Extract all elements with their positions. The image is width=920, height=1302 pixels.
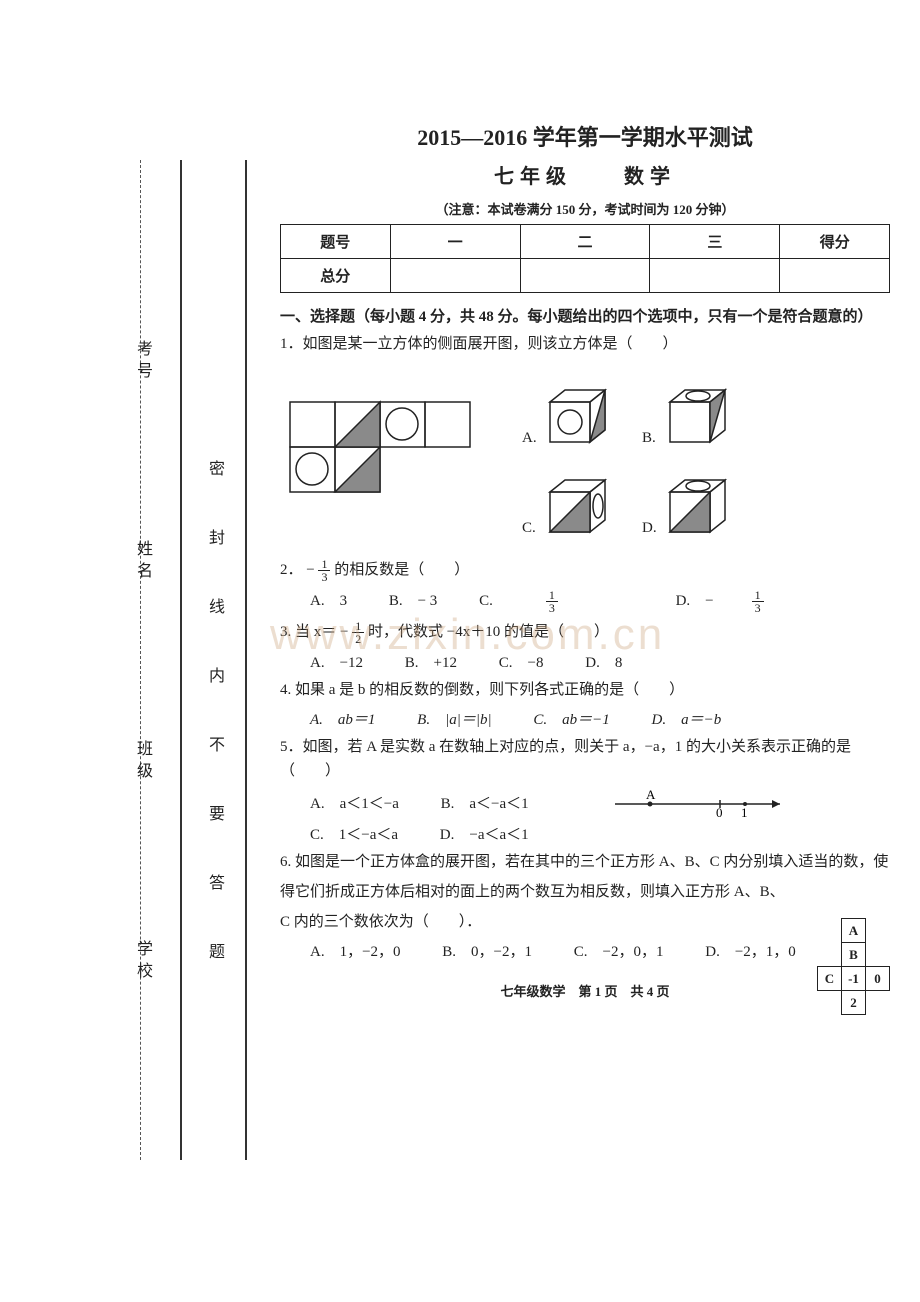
q6-l1: 6. 如图是一个正方体盒的展开图，若在其中的三个正方形 A、B、C 内分别填入适…: [280, 850, 890, 874]
label-school: 学校: [130, 940, 154, 984]
q2-d: D. −13: [676, 589, 840, 614]
q4-opts: A. ab＝1 B. |a|＝|b| C. ab＝−1 D. a＝−b: [310, 708, 890, 729]
q5-a: A. a＜1＜−a: [310, 792, 399, 813]
q2: 2． − 13 的相反数是（ ）: [280, 558, 890, 583]
q4-b: B. |a|＝|b|: [417, 708, 491, 729]
svg-text:1: 1: [741, 805, 748, 819]
q2-b: B. − 3: [389, 589, 437, 610]
q1-opt-a-label: A.: [522, 430, 537, 447]
score-c1: [390, 259, 520, 293]
q2-c: C. 13: [479, 589, 634, 614]
q1-cube-d: [660, 472, 740, 542]
q2-sign: −: [306, 562, 314, 578]
q1-opt-c-label: C.: [522, 520, 536, 537]
q5-d: D. −a＜a＜1: [440, 823, 529, 844]
q1-cube-c: [540, 472, 620, 542]
score-c3: [650, 259, 780, 293]
q3-b: B. +12: [405, 651, 457, 672]
score-table: 题号 一 二 三 得分 总分: [280, 224, 890, 293]
page-footer: 七年级数学 第 1 页 共 4 页: [280, 981, 890, 1000]
q6-cell-2: 2: [842, 991, 866, 1015]
q4-a: A. ab＝1: [310, 708, 375, 729]
q6-a: A. 1，−2，0: [310, 940, 401, 961]
seal-text: 密 封 线 内 不 要 答 题: [202, 460, 226, 977]
q5-row1: A. a＜1＜−a B. a＜−a＜1 A 0 1: [310, 789, 890, 819]
q5-c: C. 1＜−a＜a: [310, 823, 398, 844]
q1-net: [280, 362, 490, 542]
q3-frac: 12: [352, 620, 364, 645]
q6-cell-b: B: [842, 943, 866, 967]
q2-opts: A. 3 B. − 3 C. 13 D. −13: [310, 589, 890, 614]
q6-d: D. −2，1，0: [705, 940, 796, 961]
svg-text:0: 0: [716, 805, 723, 819]
q5-numberline: A 0 1: [610, 789, 790, 819]
score-c4: [780, 259, 890, 293]
label-name: 姓名: [130, 540, 154, 584]
q3: 3. 当 x＝ − 12 时，代数式 −4x＋10 的值是（ ）: [280, 620, 890, 645]
q6-opts: A. 1，−2，0 B. 0，−2，1 C. −2，0，1 D. −2，1，0: [310, 940, 890, 961]
q3-c: C. −8: [499, 651, 544, 672]
section1-head: 一、选择题（每小题 4 分，共 48 分。每小题给出的四个选项中，只有一个是符合…: [280, 305, 890, 326]
score-c2: [520, 259, 650, 293]
q6-b: B. 0，−2，1: [442, 940, 532, 961]
q6-cell-c: C: [818, 967, 842, 991]
q4-text: 4. 如果 a 是 b 的相反数的倒数，则下列各式正确的是（ ）: [280, 678, 890, 702]
q6-cell-0: 0: [866, 967, 890, 991]
q4-d: D. a＝−b: [651, 708, 721, 729]
svg-text:A: A: [646, 789, 656, 802]
score-h1: 一: [390, 225, 520, 259]
q1-text: 1．如图是某一立方体的侧面展开图，则该立方体是（ ）: [280, 332, 890, 356]
q3-a: A. −12: [310, 651, 363, 672]
score-h0: 题号: [281, 225, 391, 259]
q3-opts: A. −12 B. +12 C. −8 D. 8: [310, 651, 890, 672]
page-subtitle: 七年级 数学: [280, 160, 890, 189]
q1-cube-a: [540, 382, 620, 452]
margin-line-2: [245, 160, 247, 1160]
q6-c: C. −2，0，1: [574, 940, 664, 961]
q1-figures: A. B.: [280, 362, 890, 552]
binding-margin: 学校 班级 姓名 考号 密 封 线 内 不 要 答 题: [110, 100, 220, 1200]
page-title: 2015—2016 学年第一学期水平测试: [280, 120, 890, 152]
q5-text: 5．如图，若 A 是实数 a 在数轴上对应的点，则关于 a，−a，1 的大小关系…: [280, 735, 890, 783]
label-examno: 考号: [130, 340, 154, 384]
label-class: 班级: [130, 740, 154, 784]
margin-dashed: [140, 160, 141, 1160]
q6-net-grid: A B C-10 2: [817, 918, 890, 1015]
q1-opt-d-label: D.: [642, 520, 657, 537]
q1-opt-b-label: B.: [642, 430, 656, 447]
content-area: 2015—2016 学年第一学期水平测试 七年级 数学 （注意：本试卷满分 15…: [280, 100, 890, 1000]
margin-line-1: [180, 160, 182, 1160]
q4-c: C. ab＝−1: [533, 708, 609, 729]
q3-sign: −: [340, 624, 348, 640]
score-h2: 二: [520, 225, 650, 259]
q6-l3: C 内的三个数依次为（ ）．: [280, 910, 890, 934]
q3-d: D. 8: [585, 651, 622, 672]
q2-a: A. 3: [310, 589, 347, 610]
q2-suf: 的相反数是（ ）: [334, 562, 469, 578]
q6-cell-a: A: [842, 919, 866, 943]
q2-pre: 2．: [280, 562, 303, 578]
score-h3: 三: [650, 225, 780, 259]
q3-pre: 3. 当 x＝: [280, 624, 336, 640]
q5-b: B. a＜−a＜1: [441, 792, 529, 813]
score-total-label: 总分: [281, 259, 391, 293]
q2-frac: 13: [318, 558, 330, 583]
q1-cube-b: [660, 382, 740, 452]
q6-l2: 得它们折成正方体后相对的面上的两个数互为相反数，则填入正方形 A、B、: [280, 880, 890, 904]
q3-mid: 时，代数式 −4x＋10 的值是（ ）: [368, 624, 609, 640]
score-h4: 得分: [780, 225, 890, 259]
exam-page: 学校 班级 姓名 考号 密 封 线 内 不 要 答 题 2015—2016 学年…: [110, 100, 890, 1200]
q6-cell-n1: -1: [842, 967, 866, 991]
exam-note: （注意：本试卷满分 150 分，考试时间为 120 分钟）: [280, 199, 890, 218]
q5-row2: C. 1＜−a＜a D. −a＜a＜1: [310, 823, 890, 844]
